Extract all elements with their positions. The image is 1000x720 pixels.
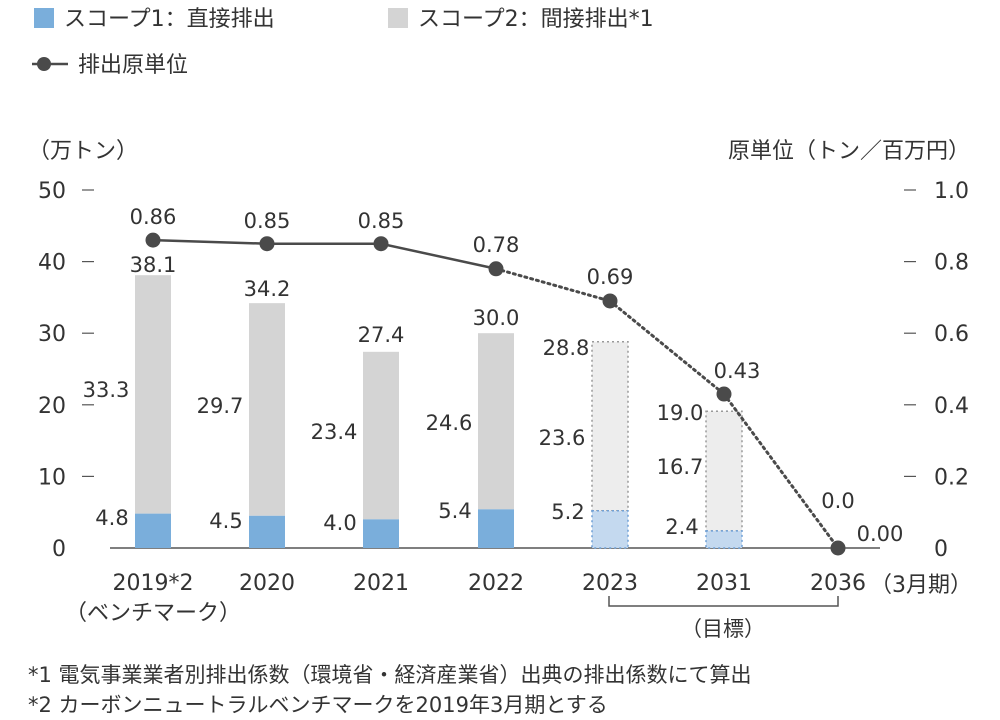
bars — [135, 275, 743, 549]
x-tick-label: 2023 — [582, 571, 638, 596]
left-tick-label: 0 — [52, 537, 66, 562]
left-tick-label: 40 — [38, 251, 66, 276]
intensity-line-segment — [380, 242, 497, 270]
intensity-point — [602, 293, 618, 309]
legend-swatch-scope2 — [388, 8, 408, 28]
x-tick-label: 2036 — [810, 571, 866, 596]
label-scope1: 4.5 — [209, 509, 242, 533]
label-total: 27.4 — [358, 323, 405, 347]
bar-scope1 — [705, 530, 743, 549]
x-tick-label: 2021 — [353, 571, 409, 596]
legend-label-line: 排出原単位 — [78, 53, 188, 78]
label-total: 19.0 — [657, 401, 704, 425]
bar-scope1 — [591, 510, 629, 549]
bar-scope2 — [363, 351, 399, 520]
left-tick-label: 20 — [38, 394, 66, 419]
intensity-line — [145, 232, 846, 556]
right-tick-label: 0.8 — [934, 251, 969, 276]
intensity-line-segment — [152, 238, 268, 245]
right-tick-label: 0.6 — [934, 322, 969, 347]
x-tick-label: 2031 — [696, 571, 752, 596]
legend-label-scope2: スコープ2：間接排出*1 — [418, 7, 654, 32]
intensity-point — [145, 232, 161, 248]
x-tick-labels: 2019*2 2020 2021 2022 2023 2031 2036 （ベンチマーク） — [65, 571, 866, 626]
label-scope1: 4.8 — [95, 506, 128, 530]
bar-scope2 — [135, 275, 171, 514]
intensity-point — [259, 236, 275, 252]
x-tick-sublabel: （ベンチマーク） — [65, 601, 241, 626]
right-tick-label: 1.0 — [934, 179, 969, 204]
legend-label-scope1: スコープ1：直接排出 — [64, 7, 275, 32]
label-intensity: 0.00 — [857, 522, 904, 546]
bar-scope1 — [478, 509, 514, 548]
footnote-2: *2 カーボンニュートラルベンチマークを2019年3月期とする — [28, 693, 608, 717]
label-intensity: 0.85 — [244, 209, 291, 233]
label-total: 38.1 — [130, 253, 177, 277]
bar-scope2 — [705, 410, 743, 532]
label-scope2: 24.6 — [426, 411, 473, 435]
label-total: 30.0 — [473, 306, 520, 330]
right-axis-title: 原単位（トン／百万円） — [728, 139, 970, 164]
label-scope1: 5.2 — [551, 500, 584, 524]
left-axis-title: （万トン） — [28, 139, 138, 164]
label-scope2: 29.7 — [197, 394, 244, 418]
intensity-line-segment — [608, 299, 726, 396]
left-tick-label: 10 — [38, 465, 66, 490]
legend-swatch-scope1 — [34, 8, 54, 28]
right-tick-label: 0.2 — [934, 465, 969, 490]
bar-scope2 — [478, 333, 514, 510]
label-total: 0.0 — [821, 489, 854, 513]
bar-scope1 — [135, 513, 171, 548]
legend: スコープ1：直接排出 スコープ2：間接排出*1 排出原単位 — [32, 7, 654, 78]
axes: 0 10 20 30 40 50 0 0.2 0.4 0.6 0.8 1.0 — [38, 179, 969, 562]
label-intensity: 0.78 — [473, 233, 520, 257]
label-total: 34.2 — [244, 277, 291, 301]
left-tick-label: 50 — [38, 179, 66, 204]
label-scope2: 33.3 — [83, 378, 130, 402]
right-tick-label: 0.4 — [934, 394, 969, 419]
bar-scope1 — [363, 519, 399, 548]
target-bracket: （目標） — [608, 596, 839, 641]
x-tick-label: 2019*2 — [113, 571, 194, 596]
label-scope2: 23.4 — [311, 420, 358, 444]
footnote-1: *1 電気事業業者別排出係数（環境省・経済産業省）出典の排出係数にて算出 — [28, 663, 752, 687]
intensity-point — [830, 540, 846, 556]
label-scope1: 4.0 — [323, 511, 356, 535]
label-intensity: 0.85 — [358, 209, 405, 233]
x-axis-unit: （3月期） — [870, 573, 972, 598]
intensity-point — [373, 236, 389, 252]
label-scope2: 16.7 — [657, 455, 704, 479]
intensity-point — [716, 386, 732, 402]
left-tick-label: 30 — [38, 322, 66, 347]
label-total: 28.8 — [543, 336, 590, 360]
label-scope2: 23.6 — [539, 426, 586, 450]
x-tick-label: 2020 — [239, 571, 295, 596]
bar-scope2 — [591, 341, 629, 512]
intensity-line-segment — [722, 392, 840, 550]
label-intensity: 0.43 — [714, 359, 761, 383]
bar-scope1 — [249, 515, 285, 548]
legend-line-marker — [37, 57, 51, 71]
bar-scope2 — [249, 303, 285, 516]
target-bracket-label: （目標） — [681, 617, 765, 641]
target-bracket-line — [608, 596, 839, 607]
label-intensity: 0.86 — [130, 205, 177, 229]
label-intensity: 0.69 — [587, 265, 634, 289]
data-labels: 4.8 4.5 4.0 5.4 5.2 2.4 33.3 29.7 23.4 24.6 23.6 16… — [83, 205, 904, 546]
x-tick-label: 2022 — [468, 571, 524, 596]
intensity-point — [488, 261, 504, 277]
label-scope1: 5.4 — [438, 499, 471, 523]
intensity-line-segment — [494, 267, 612, 303]
label-scope1: 2.4 — [665, 515, 698, 539]
right-tick-label: 0 — [934, 537, 948, 562]
